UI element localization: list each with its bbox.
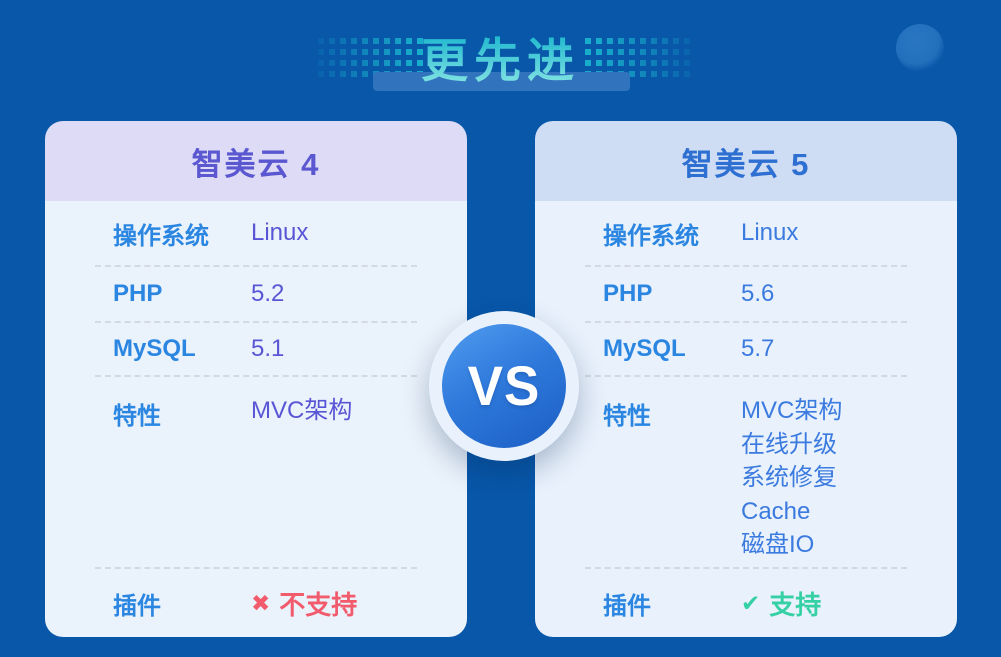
cross-icon: ✖ [251,589,271,616]
vs-badge-circle: VS [442,324,566,448]
row-divider [95,321,417,323]
plugin-status-text: 支持 [769,589,822,620]
spec-row-mysql: MySQL 5.1 [45,323,467,375]
spec-label: 特性 [113,403,161,430]
plugin-status: ✖ 不支持 [251,585,357,622]
spec-value: 5.2 [251,280,285,307]
plugin-status-text: 不支持 [279,589,358,620]
spec-label: 操作系统 [113,222,209,250]
spec-label: 特性 [603,403,651,430]
feature-item: Cache [741,497,811,525]
spec-value: 5.1 [251,335,285,362]
spec-label: 操作系统 [603,222,699,250]
spec-value: Linux [741,219,799,246]
spec-label: 插件 [603,592,651,620]
row-divider [585,265,907,267]
spec-label: 插件 [113,592,161,620]
check-icon: ✔ [741,589,761,616]
feature-item: MVC架构 [251,397,353,424]
row-divider [585,321,907,323]
row-divider [95,375,417,377]
spec-value: 5.6 [741,280,775,307]
card-title: 智美云 5 [535,121,957,201]
card-zhimeiyun-5: 智美云 5 操作系统 Linux PHP 5.6 MySQL 5.7 特性 MV… [535,121,957,637]
row-divider [585,375,907,377]
spec-value-list: MVC架构 在线升级 系统修复 Cache 磁盘IO [741,394,842,562]
card-zhimeiyun-4: 智美云 4 操作系统 Linux PHP 5.2 MySQL 5.1 特性 MV… [45,121,467,637]
spec-row-features: 特性 MVC架构 在线升级 系统修复 Cache 磁盘IO [535,377,957,567]
row-divider [585,567,907,569]
spec-value-list: MVC架构 [251,394,352,428]
section-title: 更先进 [0,22,1001,91]
card-title: 智美云 4 [45,121,467,201]
spec-value: Linux [251,219,309,246]
spec-row-php: PHP 5.2 [45,267,467,321]
row-divider [95,567,417,569]
feature-item: 磁盘IO [741,531,815,558]
card-body: 操作系统 Linux PHP 5.2 MySQL 5.1 特性 MVC架构 [45,201,467,637]
spec-value: 5.7 [741,335,775,362]
spec-row-os: 操作系统 Linux [535,201,957,265]
spec-row-mysql: MySQL 5.7 [535,323,957,375]
card-body: 操作系统 Linux PHP 5.6 MySQL 5.7 特性 MVC架构 在线… [535,201,957,637]
spec-label: PHP [113,280,163,307]
title-underline [373,72,630,91]
spec-row-php: PHP 5.6 [535,267,957,321]
spec-label: MySQL [113,335,196,362]
spec-label: PHP [603,280,653,307]
feature-item: 系统修复 [741,464,837,491]
spec-label: MySQL [603,335,686,362]
spec-row-plugin: 插件 ✖ 不支持 [45,569,467,637]
plugin-status: ✔ 支持 [741,585,821,622]
vs-badge-text: VS [467,355,541,417]
spec-row-plugin: 插件 ✔ 支持 [535,569,957,637]
vs-badge: VS [429,311,579,461]
spec-row-features: 特性 MVC架构 [45,377,467,567]
row-divider [95,265,417,267]
spec-row-os: 操作系统 Linux [45,201,467,265]
feature-item: MVC架构 [741,397,843,424]
feature-item: 在线升级 [741,430,837,458]
decor-circle [896,24,944,72]
